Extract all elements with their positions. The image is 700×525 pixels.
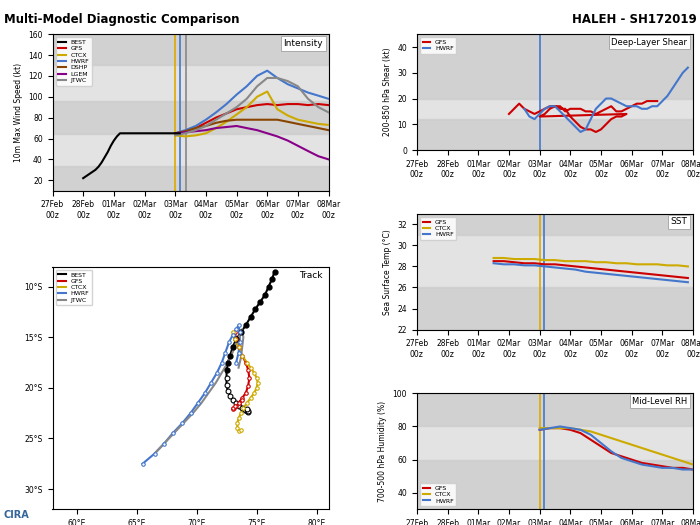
Bar bbox=[417, 426, 693, 459]
Bar bbox=[52, 134, 328, 166]
Text: Deep-Layer Shear: Deep-Layer Shear bbox=[612, 38, 687, 47]
Legend: GFS, HWRF: GFS, HWRF bbox=[420, 37, 456, 54]
Bar bbox=[417, 214, 693, 235]
Legend: GFS, CTCX, HWRF: GFS, CTCX, HWRF bbox=[420, 483, 456, 506]
Y-axis label: 200-850 hPa Shear (kt): 200-850 hPa Shear (kt) bbox=[383, 48, 392, 136]
Text: Multi-Model Diagnostic Comparison: Multi-Model Diagnostic Comparison bbox=[4, 13, 239, 26]
Bar bbox=[52, 101, 328, 134]
Legend: BEST, GFS, CTCX, HWRF, JTWC: BEST, GFS, CTCX, HWRF, JTWC bbox=[55, 270, 92, 306]
Y-axis label: 10m Max Wind Speed (kt): 10m Max Wind Speed (kt) bbox=[14, 63, 22, 162]
Bar bbox=[52, 34, 328, 66]
Bar bbox=[417, 99, 693, 119]
Y-axis label: Sea Surface Temp (°C): Sea Surface Temp (°C) bbox=[383, 229, 392, 314]
Text: SST: SST bbox=[671, 217, 687, 226]
Legend: GFS, CTCX, HWRF: GFS, CTCX, HWRF bbox=[420, 217, 456, 240]
Text: Mid-Level RH: Mid-Level RH bbox=[632, 397, 687, 406]
Y-axis label: 700-500 hPa Humidity (%): 700-500 hPa Humidity (%) bbox=[378, 401, 387, 502]
Bar bbox=[417, 459, 693, 509]
Text: Track: Track bbox=[300, 271, 323, 280]
Bar bbox=[417, 235, 693, 288]
Text: HALEH - SH172019: HALEH - SH172019 bbox=[572, 13, 696, 26]
Bar bbox=[417, 34, 693, 99]
Bar bbox=[417, 393, 693, 426]
Bar bbox=[417, 119, 693, 150]
Text: Intensity: Intensity bbox=[284, 39, 323, 48]
Bar bbox=[52, 66, 328, 101]
Text: CIRA: CIRA bbox=[4, 510, 29, 520]
Legend: BEST, GFS, CTCX, HWRF, DSHP, LGEM, JTWC: BEST, GFS, CTCX, HWRF, DSHP, LGEM, JTWC bbox=[55, 37, 92, 86]
Bar bbox=[52, 166, 328, 191]
Bar bbox=[417, 288, 693, 330]
